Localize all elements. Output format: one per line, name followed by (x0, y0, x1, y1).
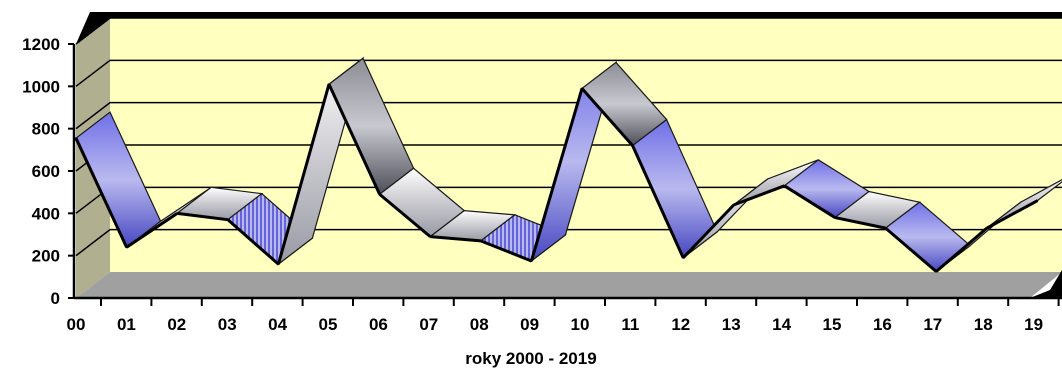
ribbon-front-edge (125, 212, 179, 249)
data-point (277, 263, 280, 266)
ribbon-front-edge (935, 227, 988, 273)
floor (76, 272, 1062, 298)
x-tick-label: 17 (923, 315, 942, 334)
gridline (75, 101, 1062, 130)
x-tick-label: 02 (167, 315, 186, 334)
data-point (581, 87, 583, 90)
data-point (732, 203, 735, 206)
ribbon-front-edge (226, 218, 280, 266)
y-tick-label: 1000 (22, 77, 60, 96)
y-tick-label: 400 (32, 204, 60, 223)
ribbon-front-edge (631, 144, 685, 259)
y-tick-label: 200 (32, 247, 60, 266)
data-point (682, 256, 685, 259)
ribbon-front-edge (276, 83, 331, 265)
data-point (783, 184, 786, 187)
ribbon-front-edge (884, 227, 938, 273)
frame-top (76, 12, 1062, 44)
ribbon-front-edge (177, 211, 228, 222)
data-point (328, 83, 330, 86)
data-point (125, 246, 128, 249)
data-point (1036, 199, 1039, 202)
data-point (631, 144, 634, 147)
data-point (479, 239, 482, 242)
gridline (75, 228, 1062, 257)
y-axis-ticks: 0 200 400 600 800 1000 1200 (22, 35, 74, 308)
ribbon-front-edge (986, 199, 1039, 230)
x-tick-label: 19 (1024, 315, 1043, 334)
x-tick-label: 03 (218, 315, 237, 334)
ribbon-front-edge (529, 88, 584, 262)
x-tick-label: 12 (671, 315, 690, 334)
data-point (985, 227, 988, 230)
data-point (75, 137, 77, 140)
gridline (75, 17, 1062, 45)
frame-right (1030, 270, 1062, 298)
x-tick-label: 04 (268, 315, 287, 334)
x-tick-label: 11 (621, 315, 639, 334)
ribbon-front-edge (74, 137, 128, 248)
ribbon-front-edge (682, 203, 735, 259)
x-tick-label: 01 (117, 315, 136, 334)
x-tick-label: 14 (772, 315, 791, 334)
data-point (226, 218, 229, 221)
gridline (75, 59, 1062, 87)
x-tick-label: 10 (571, 315, 590, 334)
ribbon-front-edge (834, 216, 886, 230)
x-axis-title: roky 2000 - 2019 (465, 349, 596, 368)
ribbon-front-edge (733, 184, 785, 207)
data-point (884, 227, 887, 230)
data-point (429, 235, 432, 238)
ribbon-front-edge (783, 184, 836, 219)
y-tick-label: 1200 (22, 35, 60, 54)
ribbon-front-edge (580, 87, 634, 147)
x-tick-label: 07 (419, 315, 438, 334)
ribbon-front-edge (430, 235, 481, 243)
data-point (834, 216, 836, 219)
x-tick-label: 08 (470, 315, 489, 334)
x-tick-label: 18 (974, 315, 993, 334)
ribbon-front-edge (378, 193, 432, 238)
ribbon-front-edge (327, 83, 381, 195)
x-tick-label: 13 (722, 315, 741, 334)
x-tick-label: 09 (520, 315, 539, 334)
y-tick-label: 800 (32, 120, 60, 139)
y-tick-label: 0 (51, 289, 60, 308)
data-point (935, 270, 938, 273)
x-tick-label: 05 (319, 315, 338, 334)
x-tick-label: 06 (369, 315, 388, 334)
x-axis-ticks: 00 01 02 03 04 05 06 07 08 09 10 11 12 13 14 15 16 17 18 19 (67, 298, 1060, 334)
x-tick-label: 15 (823, 315, 842, 334)
data-point (176, 212, 179, 215)
y-tick-label: 600 (32, 162, 60, 181)
x-tick-label: 16 (873, 315, 892, 334)
x-tick-label: 00 (67, 315, 86, 334)
ribbon-front-edge (480, 239, 532, 263)
data-point (378, 193, 381, 196)
ribbon-series (74, 56, 1062, 273)
data-point (530, 259, 533, 262)
